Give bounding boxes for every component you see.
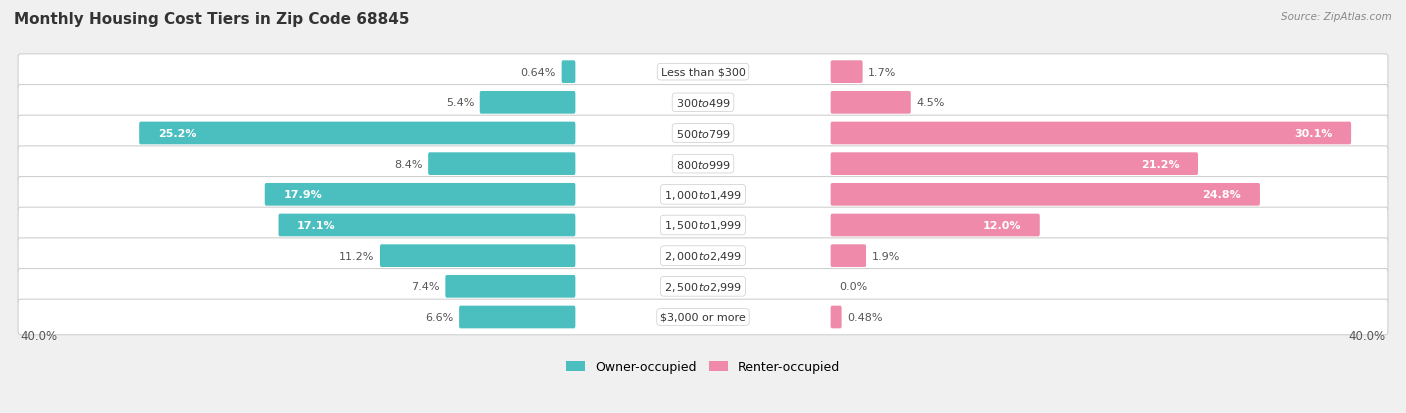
Text: $800 to $999: $800 to $999 [675, 158, 731, 170]
Text: $2,000 to $2,499: $2,000 to $2,499 [664, 249, 742, 263]
FancyBboxPatch shape [264, 183, 575, 206]
FancyBboxPatch shape [446, 275, 575, 298]
FancyBboxPatch shape [831, 214, 1040, 237]
FancyBboxPatch shape [18, 147, 1388, 182]
Text: 0.48%: 0.48% [848, 312, 883, 322]
FancyBboxPatch shape [139, 122, 575, 145]
FancyBboxPatch shape [831, 183, 1260, 206]
Text: 1.7%: 1.7% [868, 67, 897, 78]
FancyBboxPatch shape [561, 61, 575, 84]
FancyBboxPatch shape [18, 299, 1388, 335]
FancyBboxPatch shape [18, 55, 1388, 90]
Text: Monthly Housing Cost Tiers in Zip Code 68845: Monthly Housing Cost Tiers in Zip Code 6… [14, 12, 409, 27]
Text: 21.2%: 21.2% [1140, 159, 1180, 169]
Text: $1,000 to $1,499: $1,000 to $1,499 [664, 188, 742, 201]
Text: 25.2%: 25.2% [157, 129, 197, 139]
FancyBboxPatch shape [278, 214, 575, 237]
Text: 4.5%: 4.5% [917, 98, 945, 108]
Text: 17.9%: 17.9% [284, 190, 322, 200]
Text: $300 to $499: $300 to $499 [675, 97, 731, 109]
Text: Less than $300: Less than $300 [661, 67, 745, 78]
Text: 8.4%: 8.4% [394, 159, 423, 169]
Text: $500 to $799: $500 to $799 [675, 128, 731, 140]
FancyBboxPatch shape [429, 153, 575, 176]
FancyBboxPatch shape [831, 61, 863, 84]
FancyBboxPatch shape [831, 122, 1351, 145]
FancyBboxPatch shape [831, 306, 842, 329]
Text: Source: ZipAtlas.com: Source: ZipAtlas.com [1281, 12, 1392, 22]
Text: $1,500 to $1,999: $1,500 to $1,999 [664, 219, 742, 232]
FancyBboxPatch shape [831, 92, 911, 114]
FancyBboxPatch shape [460, 306, 575, 329]
Text: $2,500 to $2,999: $2,500 to $2,999 [664, 280, 742, 293]
FancyBboxPatch shape [18, 116, 1388, 152]
FancyBboxPatch shape [831, 153, 1198, 176]
FancyBboxPatch shape [18, 208, 1388, 243]
FancyBboxPatch shape [18, 238, 1388, 274]
FancyBboxPatch shape [18, 177, 1388, 213]
Legend: Owner-occupied, Renter-occupied: Owner-occupied, Renter-occupied [561, 355, 845, 378]
Text: 0.0%: 0.0% [839, 282, 868, 292]
FancyBboxPatch shape [479, 92, 575, 114]
FancyBboxPatch shape [831, 245, 866, 267]
Text: 1.9%: 1.9% [872, 251, 900, 261]
Text: 0.64%: 0.64% [520, 67, 557, 78]
Text: 30.1%: 30.1% [1294, 129, 1333, 139]
Text: 17.1%: 17.1% [297, 221, 336, 230]
Text: 40.0%: 40.0% [20, 329, 58, 342]
Text: 24.8%: 24.8% [1202, 190, 1241, 200]
Text: 5.4%: 5.4% [446, 98, 474, 108]
FancyBboxPatch shape [18, 269, 1388, 304]
Text: 12.0%: 12.0% [983, 221, 1021, 230]
Text: 11.2%: 11.2% [339, 251, 374, 261]
Text: 40.0%: 40.0% [1348, 329, 1386, 342]
Text: 6.6%: 6.6% [426, 312, 454, 322]
Text: 7.4%: 7.4% [412, 282, 440, 292]
Text: $3,000 or more: $3,000 or more [661, 312, 745, 322]
FancyBboxPatch shape [18, 85, 1388, 121]
FancyBboxPatch shape [380, 245, 575, 267]
